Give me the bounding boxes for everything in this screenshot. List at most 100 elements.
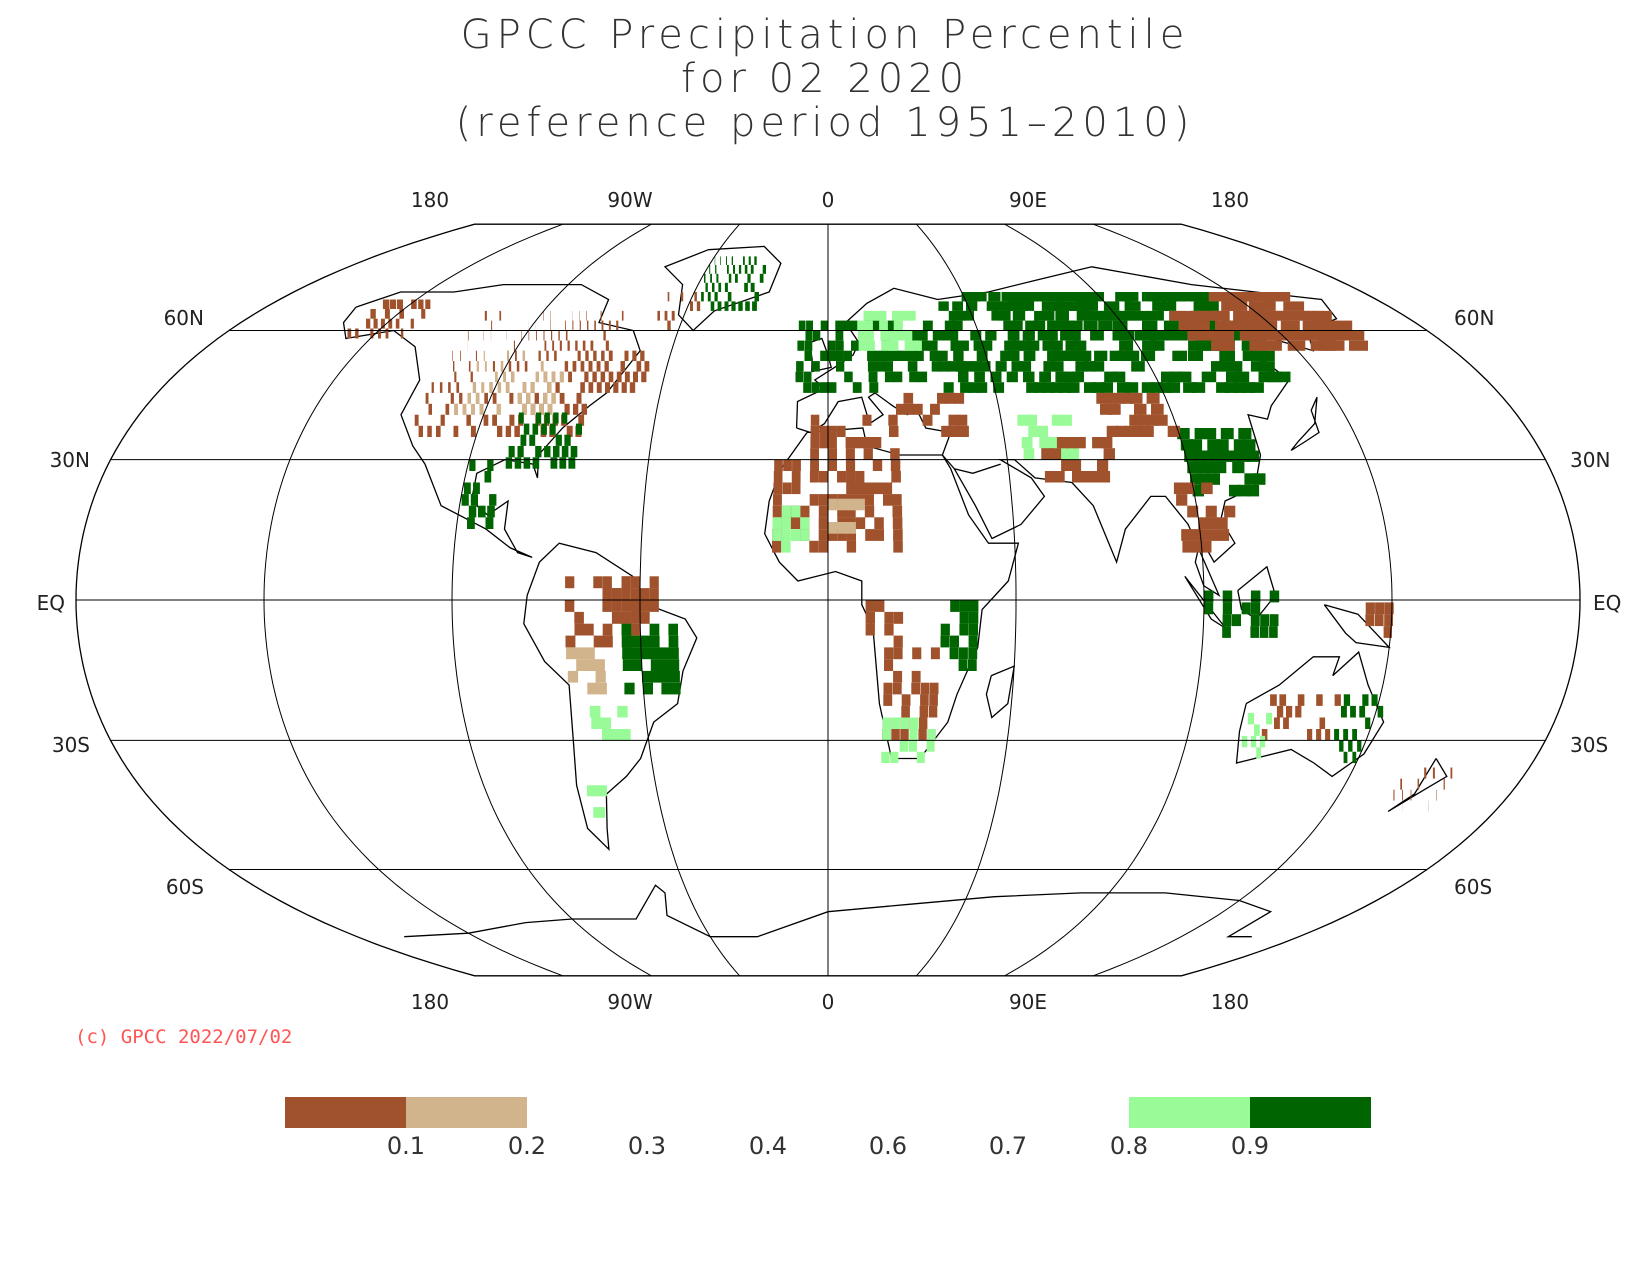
percentile-cell-very-wet [505, 457, 513, 469]
percentile-cell-very-wet [564, 434, 571, 446]
percentile-cell-wet [881, 340, 891, 351]
percentile-cell-very-dry [572, 320, 574, 331]
percentile-cell-very-dry [1129, 392, 1143, 404]
percentile-cell-very-wet [1054, 320, 1068, 331]
percentile-cell-very-dry [782, 482, 792, 495]
percentile-cell-very-dry [1417, 778, 1420, 790]
percentile-cell-wet [800, 529, 810, 541]
percentile-cell-very-wet [1148, 292, 1167, 302]
percentile-cell-dry [837, 522, 847, 534]
percentile-cell-very-dry [600, 371, 606, 383]
percentile-cell-wet [877, 310, 887, 321]
percentile-cell-very-wet [731, 301, 736, 311]
percentile-cell-very-dry [492, 361, 495, 372]
percentile-cell-very-dry [863, 437, 873, 449]
percentile-cell-very-wet [820, 350, 828, 361]
percentile-cell-very-wet [745, 301, 750, 311]
percentile-cell-wet [889, 340, 899, 351]
percentile-cell-very-wet [1175, 292, 1194, 302]
percentile-cell-very-dry [624, 350, 629, 361]
percentile-cell-wet [781, 529, 791, 541]
percentile-cell-very-dry [574, 623, 585, 636]
percentile-cell-very-wet [1241, 602, 1251, 615]
percentile-cell-very-wet [467, 517, 475, 529]
percentile-cell-wet [772, 517, 782, 529]
percentile-cell-very-wet [890, 350, 900, 361]
percentile-cell-very-wet [1193, 450, 1206, 462]
percentile-cell-very-dry [912, 647, 922, 660]
percentile-cell-very-wet [971, 361, 983, 372]
percentile-cell-very-wet [974, 371, 985, 383]
percentile-cell-dry [846, 498, 856, 511]
percentile-cell-dry [497, 382, 502, 393]
percentile-cell-very-wet [707, 292, 711, 302]
percentile-cell-very-wet [1034, 310, 1048, 321]
percentile-cell-very-wet [1201, 371, 1217, 383]
percentile-cell-very-dry [1365, 614, 1375, 627]
percentile-cell-very-wet [968, 623, 978, 636]
percentile-cell-very-dry [418, 299, 424, 309]
percentile-cell-very-wet [1184, 450, 1197, 462]
percentile-cell-very-dry [505, 425, 512, 437]
percentile-cell-very-wet [705, 282, 708, 292]
percentile-cell-very-wet [973, 340, 985, 351]
percentile-cell-very-wet [561, 446, 569, 458]
percentile-cell-very-wet [553, 412, 559, 424]
percentile-cell-very-wet [1065, 340, 1079, 351]
percentile-cell-very-dry [865, 623, 875, 636]
percentile-cell-very-wet [1025, 320, 1038, 331]
percentile-cell-very-dry [864, 505, 875, 518]
percentile-cell-very-wet [622, 659, 633, 671]
percentile-cell-very-dry [605, 340, 609, 351]
percentile-cell-very-wet [1172, 330, 1189, 341]
percentile-cell-very-wet [990, 371, 1002, 383]
percentile-cell-very-dry [884, 623, 894, 636]
percentile-cell-very-dry [1326, 340, 1345, 351]
meridian-line [451, 223, 652, 977]
percentile-cell-very-wet [1187, 461, 1200, 474]
percentile-cell-very-wet [727, 292, 732, 302]
percentile-cell-very-wet [976, 350, 988, 361]
percentile-cell-very-dry [875, 600, 885, 612]
percentile-cell-very-dry [810, 414, 820, 426]
percentile-cell-very-wet [910, 330, 920, 341]
percentile-cell-very-wet [570, 446, 578, 458]
percentile-cell-very-wet [1071, 371, 1084, 383]
percentile-cell-dry [503, 371, 506, 383]
percentile-cell-very-dry [575, 340, 578, 351]
percentile-cell-very-wet [463, 482, 471, 495]
percentile-cell-very-wet [909, 371, 919, 383]
percentile-cell-very-dry [1297, 694, 1305, 706]
percentile-cell-very-wet [553, 446, 560, 458]
percentile-cell-very-wet [993, 301, 1006, 311]
percentile-cell-very-wet [875, 350, 884, 361]
percentile-cell-very-wet [1259, 626, 1269, 638]
percentile-cell-very-wet [484, 471, 492, 483]
percentile-cell-very-dry [828, 425, 837, 437]
percentile-cell-very-wet [1249, 382, 1264, 393]
percentile-cell-very-wet [842, 320, 851, 331]
percentile-cell-very-dry [508, 361, 512, 372]
percentile-cell-very-dry [414, 414, 419, 426]
percentile-cell-very-dry [919, 705, 929, 718]
percentile-cell-very-dry [862, 414, 872, 426]
percentile-cell-very-wet [944, 320, 956, 331]
percentile-cell-very-dry [366, 318, 371, 329]
percentile-cell-very-dry [1344, 330, 1365, 341]
percentile-cell-dry [551, 392, 556, 404]
percentile-cell-very-dry [1100, 437, 1113, 449]
percentile-cell-very-dry [1050, 448, 1062, 460]
percentile-cell-very-dry [1255, 301, 1276, 311]
percentile-cell-very-wet [796, 361, 804, 372]
percentile-cell-very-wet [1339, 740, 1344, 752]
legend-swatch-very-wet [1250, 1097, 1371, 1128]
percentile-cell-dry [543, 371, 548, 383]
percentile-cell-very-dry [818, 517, 828, 529]
percentile-cell-very-wet [819, 382, 828, 393]
percentile-cell-very-dry [596, 382, 602, 393]
percentile-cell-very-dry [552, 340, 555, 351]
percentile-cell-wet [900, 717, 910, 729]
percentile-cell-very-wet [958, 371, 969, 383]
percentile-cell-very-wet [1022, 330, 1035, 341]
percentile-cell-very-wet [1244, 473, 1257, 485]
